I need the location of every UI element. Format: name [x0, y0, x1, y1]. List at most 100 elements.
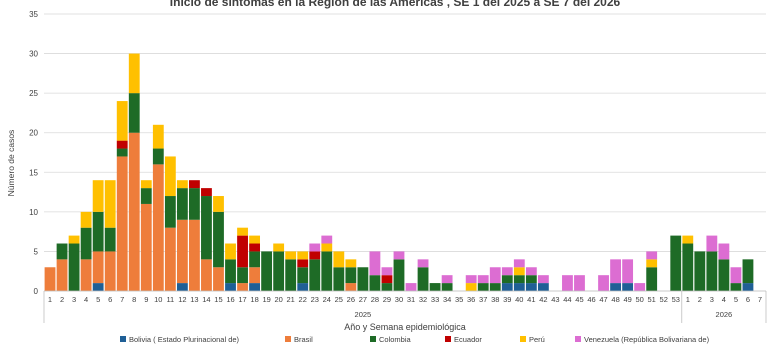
y-tick-label: 25: [29, 89, 38, 98]
bar-segment: [128, 53, 140, 94]
legend-item: Colombia: [370, 335, 412, 344]
x-tick-label: 38: [491, 295, 499, 304]
bar-segment: [634, 283, 646, 291]
bar-segment: [742, 259, 754, 284]
bar-segment: [417, 259, 429, 268]
bar-segment: [610, 283, 621, 291]
bar-segment: [285, 251, 297, 260]
legend-swatch: [520, 336, 526, 342]
x-tick-label: 14: [202, 295, 210, 304]
bar-segment: [225, 259, 236, 284]
bar-segment: [646, 267, 658, 291]
x-tick-label: 1: [48, 295, 52, 304]
bar-segment: [441, 275, 453, 284]
x-tick-label: 37: [479, 295, 487, 304]
gridlines: [44, 13, 766, 292]
bar-segment: [104, 180, 116, 228]
bar-segment: [309, 259, 321, 291]
x-tick-label: 25: [335, 295, 343, 304]
bar-segment: [501, 283, 513, 291]
legend-label: Ecuador: [454, 335, 482, 344]
bar-segment: [369, 275, 381, 291]
bar-segment: [201, 188, 212, 197]
bar-segment: [80, 259, 92, 291]
x-tick-label: 8: [132, 295, 136, 304]
x-tick-label: 39: [503, 295, 511, 304]
bar-segment: [176, 219, 188, 284]
bar-segment: [513, 259, 525, 268]
x-tick-label: 52: [660, 295, 668, 304]
bar-segment: [489, 283, 501, 291]
x-tick-label: 49: [623, 295, 631, 304]
bar-segment: [477, 275, 489, 284]
bar-segment: [68, 243, 80, 291]
bar-segment: [501, 267, 513, 276]
y-tick-label: 35: [29, 10, 38, 19]
x-tick-label: 24: [323, 295, 331, 304]
x-tick-label: 13: [190, 295, 198, 304]
bar-segment: [213, 196, 224, 212]
x-tick-label: 44: [563, 295, 571, 304]
bar-segment: [730, 283, 742, 291]
x-tick-label: 4: [722, 295, 726, 304]
bar-segment: [201, 196, 212, 260]
x-axis-label: Año y Semana epidemiológica: [344, 322, 466, 332]
bar-segment: [525, 275, 537, 284]
x-tick-label: 2: [698, 295, 702, 304]
bar-segment: [116, 140, 128, 149]
bar-segment: [706, 251, 718, 291]
bar-segment: [646, 259, 658, 268]
x-tick-label: 6: [746, 295, 750, 304]
bar-segment: [116, 101, 128, 141]
legend-item: Venezuela (República Bolivariana de): [575, 335, 710, 344]
x-tick-label: 29: [383, 295, 391, 304]
x-tick-label: 3: [710, 295, 714, 304]
bar-segment: [441, 283, 453, 291]
bar-segment: [309, 251, 321, 260]
y-axis-label: Número de casos: [6, 130, 16, 197]
bar-segment: [321, 251, 333, 291]
bar-segment: [92, 211, 104, 252]
bar-segment: [537, 275, 549, 284]
y-tick-label: 5: [34, 247, 39, 256]
y-tick-label: 10: [29, 208, 38, 217]
x-group-label: 2025: [355, 310, 372, 319]
bar-segment: [646, 251, 658, 260]
bar-segment: [176, 283, 188, 291]
x-tick-label: 33: [431, 295, 439, 304]
bar-segment: [381, 267, 393, 276]
bar-segment: [489, 267, 501, 284]
bar-segment: [309, 243, 321, 252]
bar-segment: [56, 243, 68, 260]
bar-segment: [237, 283, 248, 291]
x-tick-label: 50: [635, 295, 643, 304]
bar-segment: [321, 235, 333, 244]
bar-segment: [189, 180, 200, 189]
x-tick-label: 53: [672, 295, 680, 304]
y-tick-label: 20: [29, 129, 38, 138]
legend-item: Perú: [520, 335, 545, 344]
bar-segment: [718, 243, 730, 260]
y-tick-label: 15: [29, 168, 38, 177]
legend-label: Venezuela (República Bolivariana de): [584, 335, 710, 344]
legend: Bolivia ( Estado Plurinacional de) Brasil…: [120, 335, 710, 344]
x-tick-label: 41: [527, 295, 535, 304]
bar-segment: [525, 267, 537, 276]
x-tick-label: 4: [84, 295, 88, 304]
y-axis-ticks: 0 5 10 15 20 25 30 35: [29, 10, 38, 296]
bar-segment: [501, 275, 513, 284]
legend-label: Bolivia ( Estado Plurinacional de): [129, 335, 240, 344]
x-tick-label: 35: [455, 295, 463, 304]
x-tick-label: 23: [311, 295, 319, 304]
x-tick-label: 42: [539, 295, 547, 304]
legend-label: Colombia: [379, 335, 412, 344]
bar-segment: [381, 275, 393, 284]
bar-segment: [513, 275, 525, 284]
x-axis: 1 2 3 4 5 6 7 8 9 10 11 12 13 14 15 16 17 18 19 20 21 22 23 24 2…: [43, 290, 767, 323]
bar-segment: [164, 156, 176, 197]
bar-segment: [417, 267, 429, 291]
bars: [44, 53, 754, 291]
bar-segment: [164, 227, 176, 291]
bar-segment: [152, 148, 164, 165]
legend-swatch: [120, 336, 126, 342]
